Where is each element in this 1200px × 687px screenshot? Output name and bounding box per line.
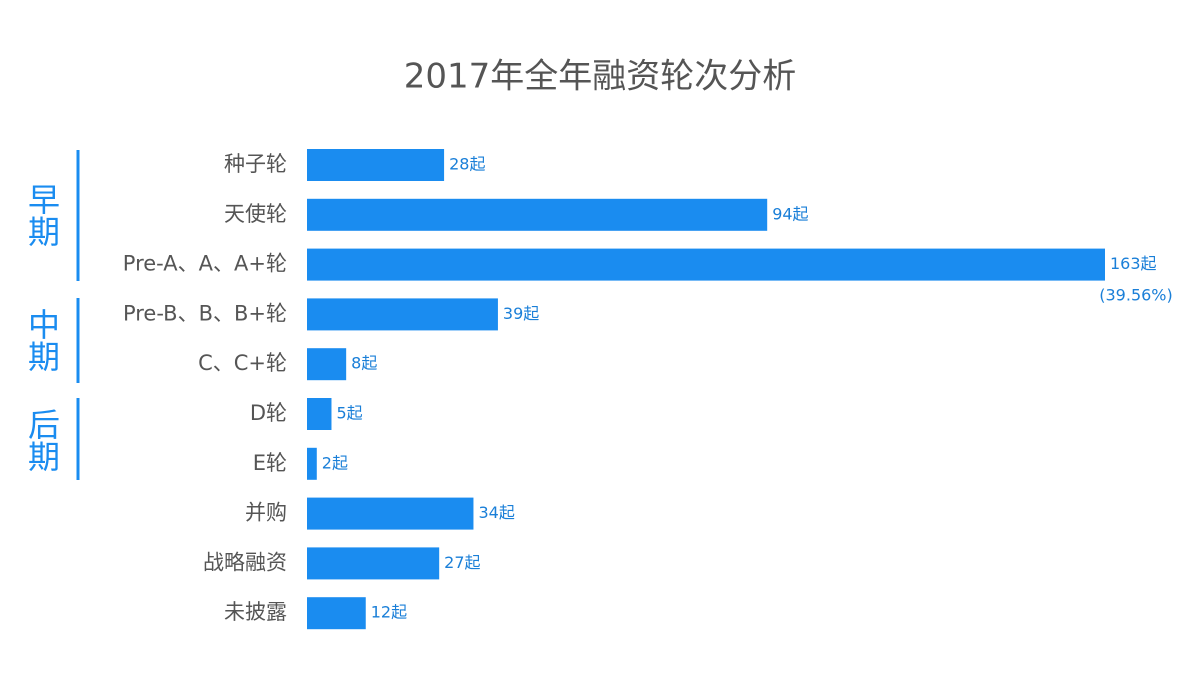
annotation: (39.56%) <box>1099 286 1173 305</box>
bar <box>307 497 474 530</box>
category-label: Pre-B、B、B+轮 <box>123 301 287 325</box>
category-label: 天使轮 <box>224 202 287 226</box>
category-label: E轮 <box>253 451 287 475</box>
category-label: D轮 <box>250 401 287 425</box>
bar <box>307 348 347 381</box>
category-label: C、C+轮 <box>198 351 287 375</box>
value-label: 5起 <box>336 404 362 423</box>
bar <box>307 149 445 181</box>
value-label: 34起 <box>478 503 514 522</box>
category-label: 并购 <box>245 501 287 525</box>
bar <box>307 298 498 331</box>
value-label: 163起 <box>1110 254 1157 273</box>
category-label: 未披露 <box>224 600 287 624</box>
value-label: 27起 <box>444 553 480 572</box>
value-label: 8起 <box>351 354 377 373</box>
value-label: 28起 <box>449 155 485 174</box>
value-label: 94起 <box>772 204 808 223</box>
bar <box>307 547 440 580</box>
group-label: 后期 <box>23 408 61 472</box>
bar <box>307 597 366 630</box>
bar <box>307 198 768 231</box>
bar <box>307 447 317 480</box>
bar <box>307 248 1105 281</box>
group-label: 早期 <box>23 183 61 247</box>
group-label: 中期 <box>23 308 61 372</box>
value-label: 39起 <box>503 304 539 323</box>
bar <box>307 398 332 430</box>
category-label: Pre-A、A、A+轮 <box>123 252 287 276</box>
category-label: 战略融资 <box>203 550 287 574</box>
value-label: 2起 <box>322 453 348 472</box>
value-label: 12起 <box>371 603 407 622</box>
category-label: 种子轮 <box>224 152 287 176</box>
chart-title: 2017年全年融资轮次分析 <box>404 57 797 97</box>
